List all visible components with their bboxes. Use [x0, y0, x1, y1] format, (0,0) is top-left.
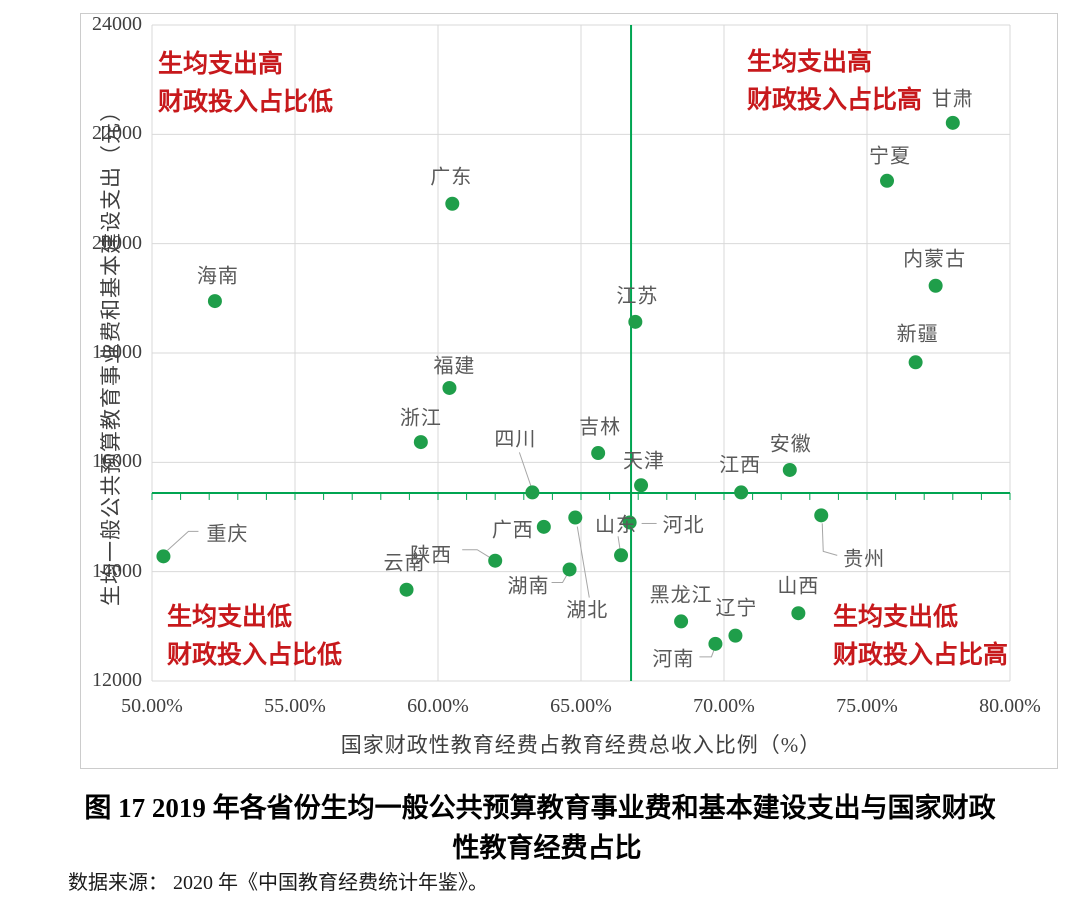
data-point	[674, 614, 689, 629]
data-point	[945, 115, 960, 130]
data-point	[928, 278, 943, 293]
scatter-plot	[151, 24, 1011, 682]
data-point	[568, 510, 583, 525]
figure-caption-line-1: 图 17 2019 年各省份生均一般公共预算教育事业费和基本建设支出与国家财政	[84, 793, 996, 823]
quadrant-label-top-left: 生均支出高 财政投入占比低	[158, 45, 333, 121]
data-point	[908, 355, 923, 370]
data-point	[562, 562, 577, 577]
quadrant-label-bottom-left: 生均支出低 财政投入占比低	[167, 598, 342, 674]
data-point	[591, 446, 606, 461]
quadrant-line: 生均支出高	[158, 50, 284, 78]
label-leader-line	[518, 452, 532, 488]
data-point	[628, 314, 643, 329]
quadrant-line: 生均支出低	[167, 603, 293, 631]
data-point	[634, 478, 649, 493]
data-point	[156, 549, 171, 564]
label-leader-line	[699, 648, 715, 658]
x-axis-title: 国家财政性教育经费占教育经费总收入比例（%）	[340, 733, 822, 757]
figure-caption-line-2: 性教育经费占比	[452, 833, 642, 863]
data-point	[488, 553, 503, 568]
data-point	[614, 548, 629, 563]
data-point	[728, 628, 743, 643]
label-leader-line	[551, 575, 567, 583]
quadrant-line: 财政投入占比低	[167, 641, 343, 669]
quadrant-line: 生均支出低	[833, 603, 959, 631]
quadrant-label-top-right: 生均支出高 财政投入占比高	[747, 43, 922, 119]
data-point	[399, 582, 414, 597]
quadrant-line: 财政投入占比高	[833, 641, 1009, 669]
data-point	[413, 435, 428, 450]
quadrant-line: 财政投入占比低	[158, 88, 334, 116]
data-point	[622, 515, 637, 530]
label-leader-line	[576, 526, 590, 598]
data-point	[207, 294, 222, 309]
label-leader-line	[617, 536, 621, 550]
data-point	[782, 462, 797, 477]
source-note: 数据来源： 2020 年《中国教育经费统计年鉴》。	[68, 872, 488, 894]
data-point	[536, 519, 551, 534]
quadrant-line: 生均支出高	[747, 48, 873, 76]
label-leader-line	[167, 530, 199, 551]
y-axis-title: 生均一般公共预算教育事业费和基本建设支出（元）	[99, 100, 123, 606]
data-point	[791, 606, 806, 621]
data-point	[880, 173, 895, 188]
data-point	[445, 196, 460, 211]
label-leader-line	[462, 549, 491, 559]
data-point	[814, 508, 829, 523]
data-point	[442, 380, 457, 395]
quadrant-line: 财政投入占比高	[747, 86, 923, 114]
quadrant-label-bottom-right: 生均支出低 财政投入占比高	[833, 598, 1008, 674]
data-point	[734, 485, 749, 500]
data-point	[708, 636, 723, 651]
figure-border	[80, 13, 1058, 769]
data-point	[525, 485, 540, 500]
label-leader-line	[821, 523, 838, 556]
